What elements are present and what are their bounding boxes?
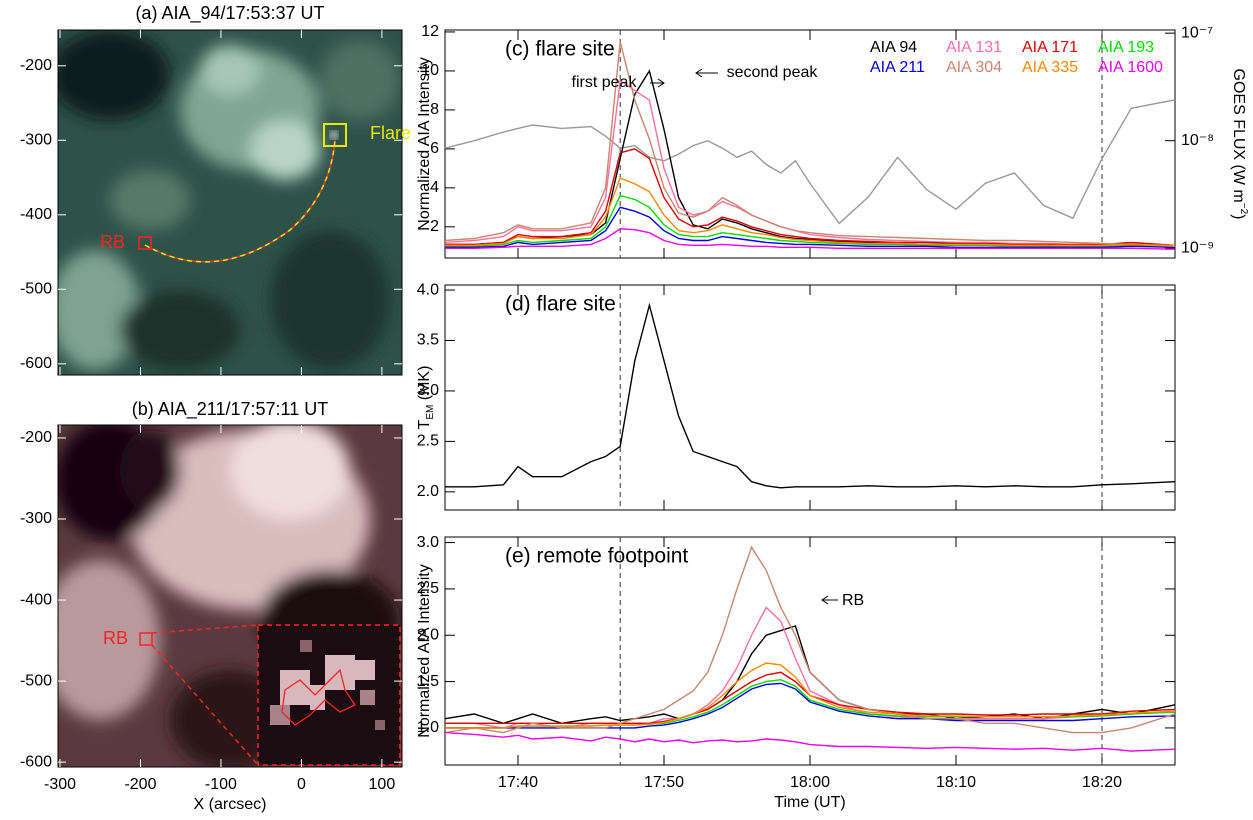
y-tick-label: 2.0 <box>417 626 439 643</box>
y-tick-label: 6 <box>430 140 439 157</box>
panel-title: (a) AIA_94/17:53:37 UT <box>135 3 324 24</box>
series-line <box>445 177 1176 247</box>
legend-entry: AIA 193 <box>1098 39 1154 56</box>
y2-axis-label: GOES FLUX (W m−2) <box>1230 69 1250 220</box>
y-tick-label: 8 <box>430 101 439 118</box>
x-tick-label: 17:50 <box>644 774 684 791</box>
series-line <box>444 625 1176 725</box>
y-tick-label: 3.0 <box>417 534 439 551</box>
annotation-arrows <box>650 68 838 605</box>
x-tick-label: 18:20 <box>1082 774 1122 791</box>
series-line <box>445 671 1176 724</box>
x-axis-label: X (arcsec) <box>194 796 267 813</box>
legend-entry: AIA 131 <box>946 39 1002 56</box>
annotation: first peak <box>572 74 638 91</box>
x-tick-label: -200 <box>124 776 156 793</box>
image-label: RB <box>103 628 128 648</box>
y-tick-label: 2.0 <box>417 483 439 500</box>
series-line <box>445 302 1176 489</box>
series-line <box>444 79 1176 246</box>
series-line <box>445 662 1176 729</box>
y-tick-label: 1.0 <box>417 719 439 736</box>
x-tick-label: 18:00 <box>790 774 830 791</box>
y-tick-label: 3.0 <box>417 382 439 399</box>
y-tick-label: 1.5 <box>417 673 439 690</box>
x-axis-label: Time (UT) <box>774 794 845 811</box>
legend-entry: AIA 211 <box>870 59 925 76</box>
legend-entry: AIA 94 <box>870 39 917 56</box>
y-tick-label: -600 <box>20 355 52 372</box>
panel-title: (b) AIA_211/17:57:11 UT <box>132 399 328 420</box>
x-tick-label: 17:40 <box>498 774 538 791</box>
goes-line <box>444 99 1176 225</box>
y-tick-label: -600 <box>20 753 52 770</box>
panel-label: (d) flare site <box>505 293 616 316</box>
y2-tick-label: 10⁻⁸ <box>1181 132 1214 149</box>
y-tick-label: -200 <box>20 429 52 446</box>
y2-axis-label-part: GOES FLUX (W m <box>1230 69 1247 203</box>
x-tick-label: 0 <box>297 776 306 793</box>
y-axis-label: Normalized AIA Intensity <box>416 564 433 737</box>
y-tick-label: 2.5 <box>417 433 439 450</box>
y-tick-label: -400 <box>20 591 52 608</box>
series-line <box>445 194 1176 247</box>
y-axis-label: TEM (MK) <box>416 366 435 430</box>
x-tick-label: -300 <box>44 776 76 793</box>
image-label: Flare <box>370 123 411 143</box>
panel-label: (e) remote footpoint <box>505 545 688 568</box>
annotation: RB <box>842 592 864 609</box>
series-line <box>445 69 1176 247</box>
series-line <box>444 731 1176 752</box>
y-tick-label: 12 <box>421 23 439 40</box>
euv-image-a <box>58 30 402 375</box>
legend-entry: AIA 335 <box>1022 59 1078 76</box>
y2-tick-label: 10⁻⁹ <box>1181 239 1214 256</box>
series-line <box>445 148 1176 246</box>
series-line <box>445 206 1176 248</box>
y2-axis-label-part: −2 <box>1238 203 1249 215</box>
y2-tick-label: 10⁻⁷ <box>1181 24 1213 41</box>
legend-entry: AIA 171 <box>1022 39 1078 56</box>
legend-entry: AIA 1600 <box>1098 59 1163 76</box>
y-tick-label: 2.5 <box>417 580 439 597</box>
y-tick-label: -200 <box>20 57 52 74</box>
y-tick-label: 4.0 <box>417 281 439 298</box>
panel-label: (c) flare site <box>505 38 615 61</box>
y-tick-label: -300 <box>20 131 52 148</box>
y-tick-label: -400 <box>20 206 52 223</box>
y-axis-label-part: EM <box>425 405 436 420</box>
series-line <box>445 228 1176 250</box>
y-tick-label: -500 <box>20 672 52 689</box>
x-tick-label: 100 <box>369 776 396 793</box>
y-axis-label-part: (MK) <box>416 366 433 405</box>
y-tick-label: 4 <box>430 179 439 196</box>
y-axis-label-part: T <box>416 419 433 429</box>
series-line <box>444 545 1176 734</box>
image-frame <box>57 29 403 376</box>
series-line <box>445 606 1176 729</box>
x-tick-label: 18:10 <box>936 774 976 791</box>
legend-entry: AIA 304 <box>946 59 1002 76</box>
y2-axis-label-part: ) <box>1230 214 1247 219</box>
image-label: RB <box>100 232 125 252</box>
series-line <box>444 41 1176 246</box>
y-axis-label: Normalized AIA Intensity <box>416 57 433 230</box>
x-tick-label: -100 <box>205 776 237 793</box>
image-frame <box>57 424 403 768</box>
y-tick-label: -500 <box>20 281 52 298</box>
y-tick-label: 3.5 <box>417 332 439 349</box>
annotation: second peak <box>727 64 819 81</box>
euv-image-b <box>58 425 402 767</box>
y-tick-label: 10 <box>421 62 439 79</box>
y-tick-label: -300 <box>20 510 52 527</box>
y-tick-label: 2 <box>430 218 439 235</box>
